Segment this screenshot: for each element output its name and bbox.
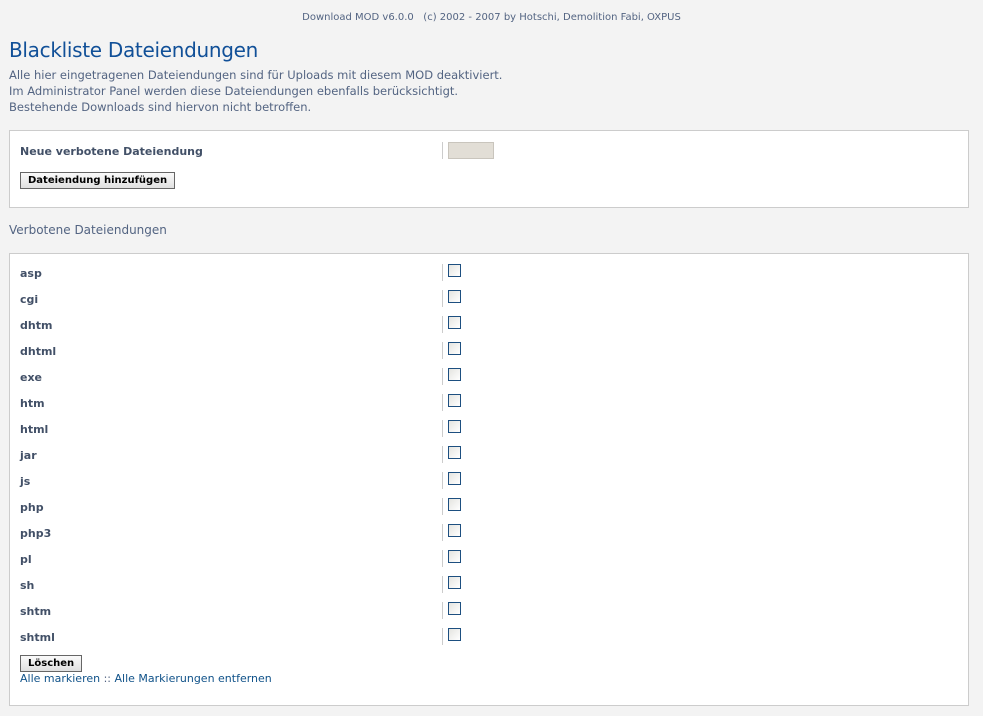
- mark-all-link[interactable]: Alle markieren: [20, 672, 101, 685]
- extension-label: dhtm: [20, 319, 53, 332]
- divider: [442, 446, 443, 463]
- extension-label: shtml: [20, 631, 55, 644]
- extension-checkbox[interactable]: [448, 290, 461, 303]
- link-separator: ::: [100, 672, 115, 685]
- divider: [442, 264, 443, 281]
- extension-checkbox[interactable]: [448, 602, 461, 615]
- extension-checkbox[interactable]: [448, 498, 461, 511]
- intro-line: Im Administrator Panel werden diese Date…: [9, 84, 459, 98]
- delete-button[interactable]: Löschen: [20, 655, 83, 672]
- blacklist-panel: Löschen Alle markieren :: Alle Markierun…: [9, 253, 969, 706]
- new-extension-input[interactable]: [448, 142, 494, 159]
- add-extension-panel: Neue verbotene Dateiendung Dateiendung h…: [9, 130, 969, 208]
- divider: [442, 550, 443, 567]
- extension-checkbox[interactable]: [448, 628, 461, 641]
- extension-label: js: [20, 475, 31, 488]
- intro-line: Alle hier eingetragenen Dateiendungen si…: [9, 68, 503, 82]
- extension-checkbox[interactable]: [448, 264, 461, 277]
- divider: [442, 368, 443, 385]
- extension-label: php3: [20, 527, 52, 540]
- extension-checkbox[interactable]: [448, 342, 461, 355]
- extension-checkbox[interactable]: [448, 524, 461, 537]
- extension-checkbox[interactable]: [448, 368, 461, 381]
- divider: [442, 576, 443, 593]
- extension-label: exe: [20, 371, 43, 384]
- divider: [442, 602, 443, 619]
- extension-checkbox[interactable]: [448, 576, 461, 589]
- divider: [442, 290, 443, 307]
- mark-links: Alle markieren :: Alle Markierungen entf…: [20, 672, 272, 685]
- extension-checkbox[interactable]: [448, 550, 461, 563]
- divider: [442, 472, 443, 489]
- divider: [442, 342, 443, 359]
- copyright-text: Download MOD v6.0.0 (c) 2002 - 2007 by H…: [302, 12, 681, 23]
- intro-line: Bestehende Downloads sind hiervon nicht …: [9, 100, 312, 114]
- extension-checkbox[interactable]: [448, 420, 461, 433]
- divider: [442, 394, 443, 411]
- extension-label: jar: [20, 449, 37, 462]
- extension-checkbox[interactable]: [448, 446, 461, 459]
- section-heading: Verbotene Dateiendungen: [9, 223, 167, 237]
- divider: [442, 420, 443, 437]
- extension-label: htm: [20, 397, 45, 410]
- divider: [442, 628, 443, 645]
- page-title: Blackliste Dateiendungen: [9, 38, 259, 62]
- extension-label: shtm: [20, 605, 52, 618]
- extension-label: dhtml: [20, 345, 57, 358]
- divider: [442, 524, 443, 541]
- extension-label: cgi: [20, 293, 39, 306]
- extension-label: html: [20, 423, 49, 436]
- extension-checkbox[interactable]: [448, 472, 461, 485]
- extension-label: asp: [20, 267, 42, 280]
- new-extension-label: Neue verbotene Dateiendung: [20, 145, 203, 158]
- unmark-all-link[interactable]: Alle Markierungen entfernen: [114, 672, 272, 685]
- divider: [442, 316, 443, 333]
- divider: [442, 142, 443, 159]
- extension-label: php: [20, 501, 44, 514]
- extension-label: sh: [20, 579, 35, 592]
- add-extension-button[interactable]: Dateiendung hinzufügen: [20, 172, 176, 189]
- divider: [442, 498, 443, 515]
- extension-checkbox[interactable]: [448, 394, 461, 407]
- extension-label: pl: [20, 553, 32, 566]
- extension-checkbox[interactable]: [448, 316, 461, 329]
- intro-text: Alle hier eingetragenen Dateiendungen si…: [9, 67, 502, 115]
